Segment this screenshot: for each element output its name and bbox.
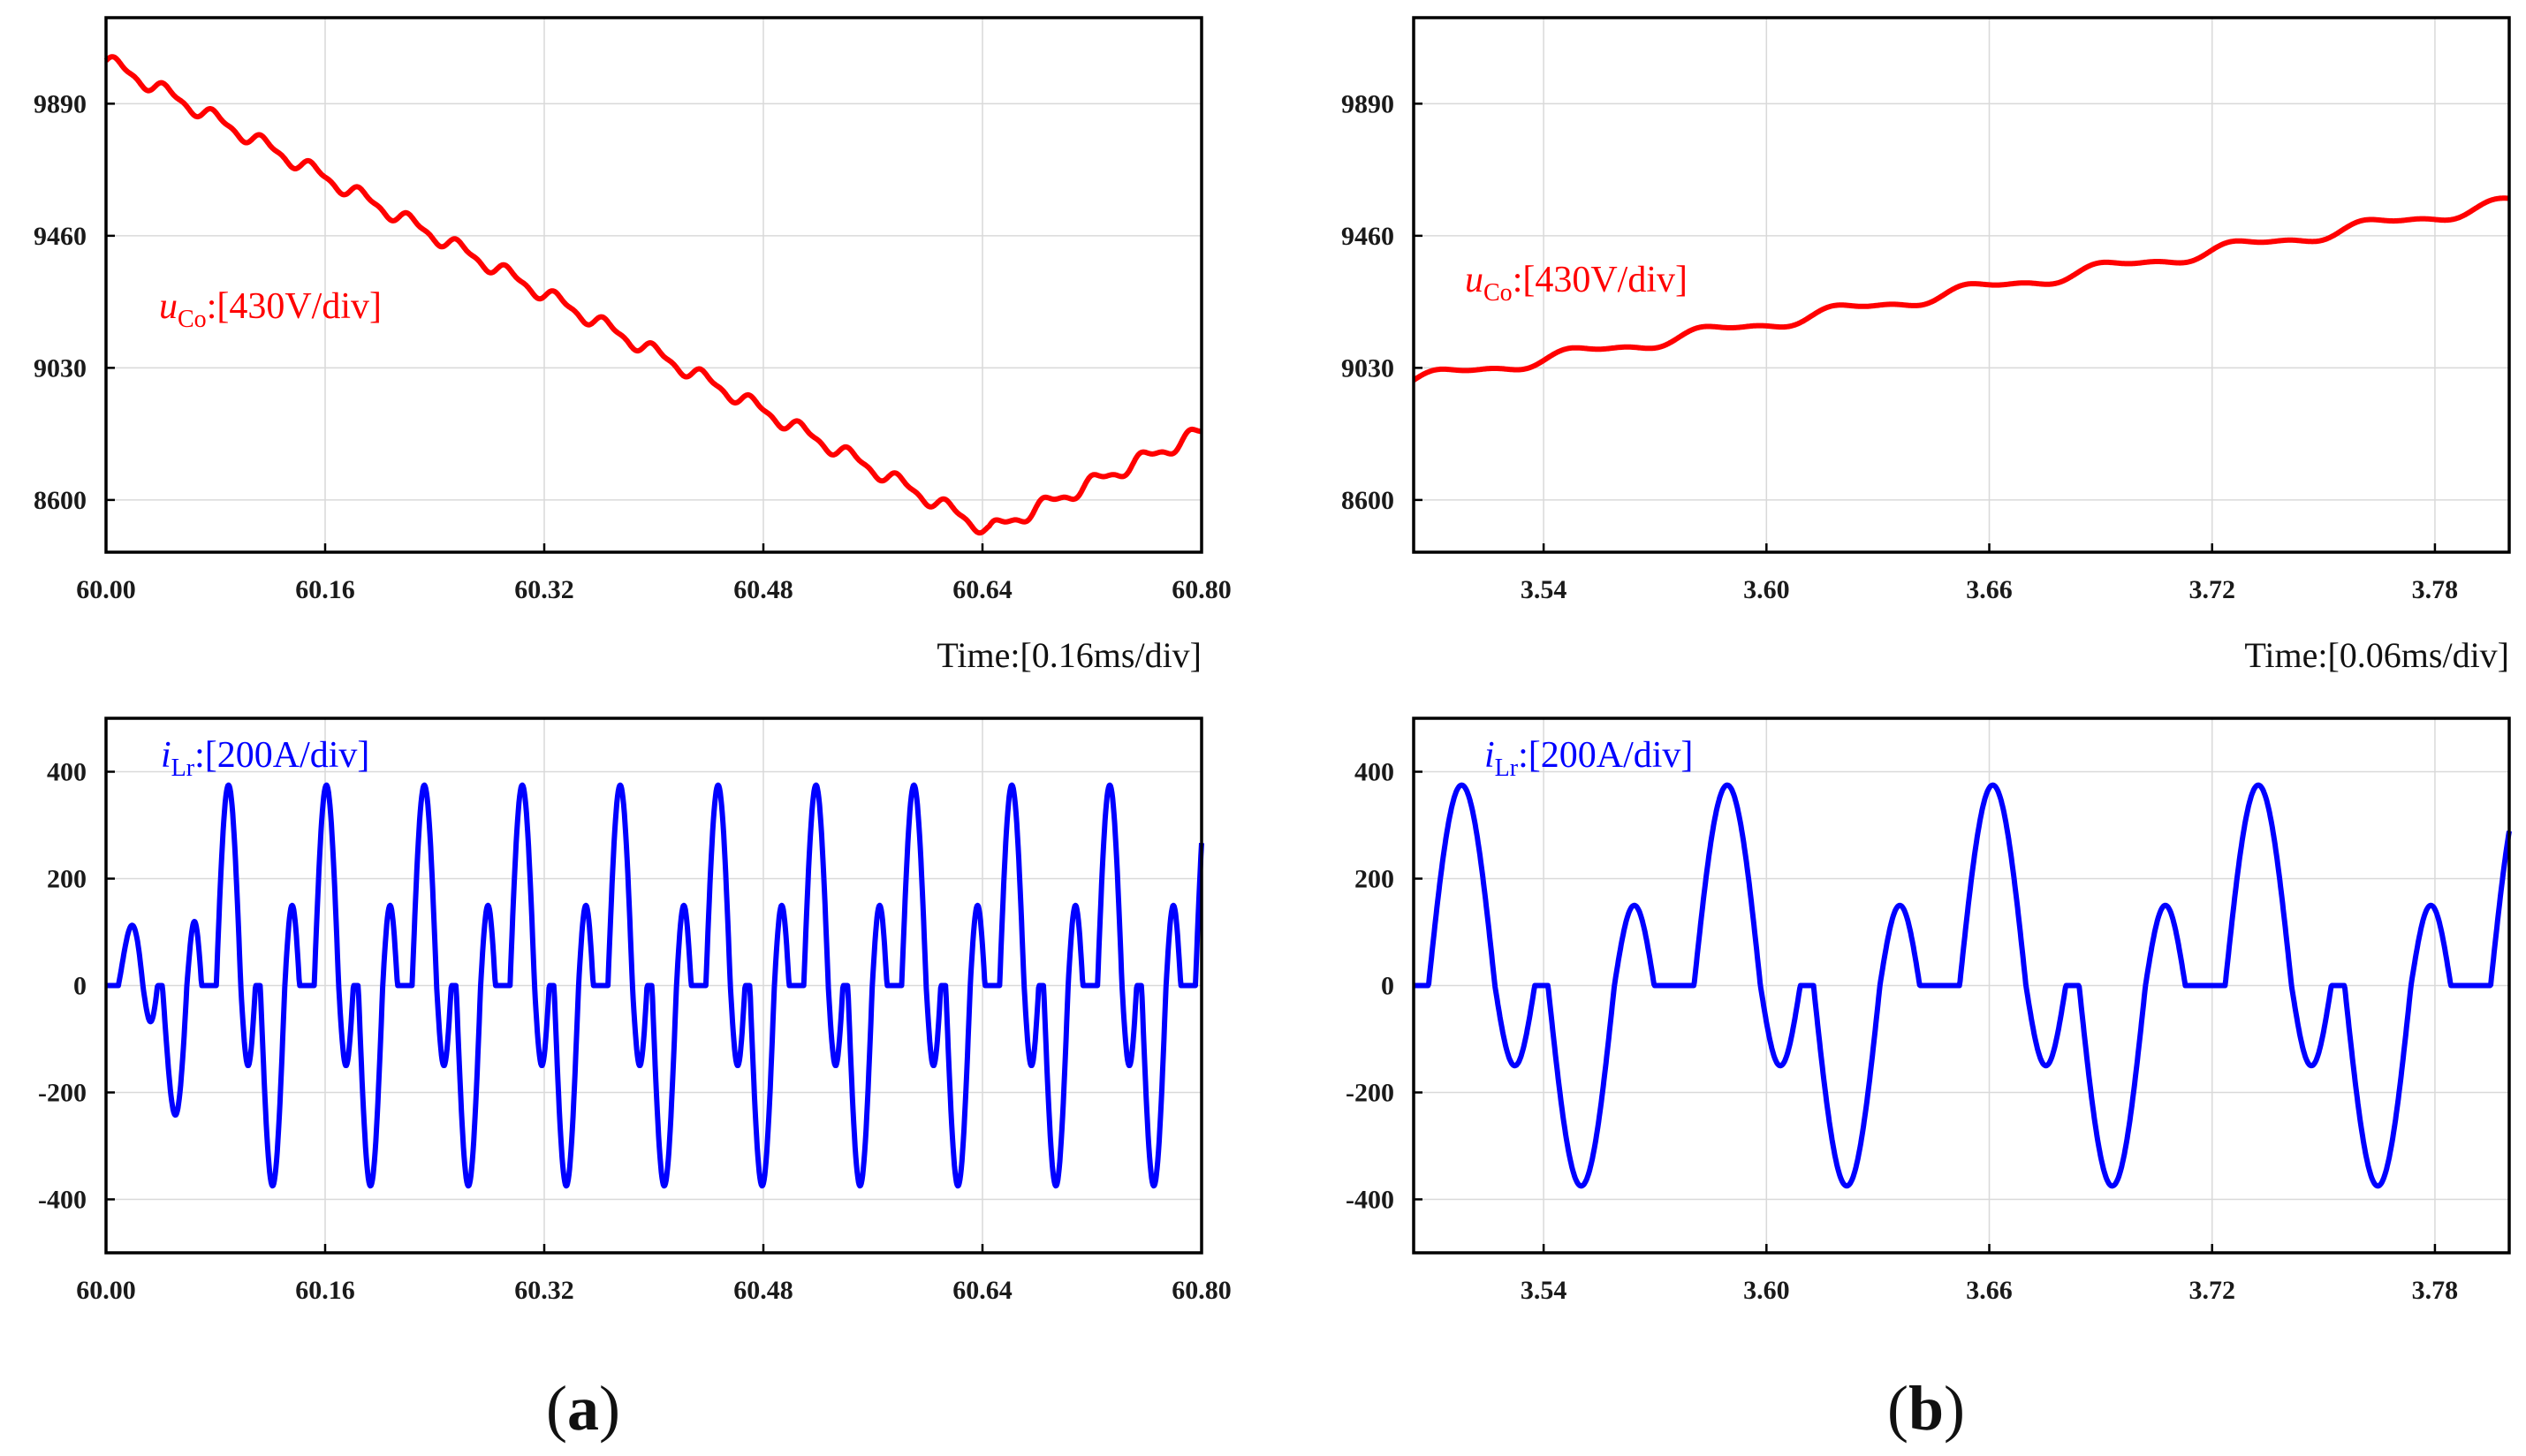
chart-a-top: 60.00 60.16 60.32 60.48 60.64 60.80 8600 9030 94…: [34, 16, 1232, 675]
y-tick-label: -400: [38, 1186, 87, 1215]
y-tick-label: 9030: [1341, 353, 1394, 383]
signal-label: iLr:[200A/div]: [1484, 735, 1693, 782]
chart-b-bottom: 3.54 3.60 3.66 3.72 3.78 -400 -200 0 200 400 iLr:[…: [1346, 717, 2512, 1305]
series-line-uCo: [103, 54, 1204, 536]
x-tick-label: 3.54: [1521, 1276, 1567, 1305]
signal-subscript: Lr: [171, 755, 195, 782]
x-axis-label: Time:[0.16ms/div]: [937, 635, 1202, 675]
x-tick-label: 60.16: [295, 575, 355, 604]
signal-subscript: Lr: [1495, 755, 1519, 782]
panel-b-letter: b: [1908, 1373, 1944, 1444]
x-tick-label: 60.64: [952, 575, 1013, 604]
x-tick-label: 60.80: [1172, 1276, 1232, 1305]
chart-a-bottom: 60.00 60.16 60.32 60.48 60.64 60.80 -400 -200 0 2…: [38, 717, 1232, 1305]
signal-scale: :[200A/div]: [194, 735, 369, 776]
y-tick-label: 200: [47, 865, 87, 894]
signal-subscript: Co: [1483, 279, 1513, 307]
grid: [106, 18, 1202, 552]
plot-frame: [1412, 717, 2511, 1255]
signal-label: iLr:[200A/div]: [161, 735, 369, 782]
signal-label: uCo:[430V/div]: [159, 286, 382, 333]
y-tick-label: 8600: [34, 486, 87, 515]
y-tick-label: -400: [1346, 1186, 1394, 1215]
x-tick-label: 60.48: [733, 575, 793, 604]
signal-scale: :[200A/div]: [1518, 735, 1693, 776]
y-tick-label: 400: [47, 758, 87, 787]
chart-b-top: 3.54 3.60 3.66 3.72 3.78 8600 9030 9460 9890 uCo:…: [1341, 16, 2512, 675]
x-tick-label: 3.54: [1521, 575, 1567, 604]
x-tick-label: 60.80: [1172, 575, 1232, 604]
y-tick-label: 9030: [34, 353, 87, 383]
x-axis-label: Time:[0.06ms/div]: [2244, 635, 2509, 675]
x-tick-label: 60.16: [295, 1276, 355, 1305]
signal-symbol: u: [159, 286, 178, 327]
y-tick-label: 9890: [1341, 89, 1394, 118]
x-tick-label: 60.64: [952, 1276, 1013, 1305]
series-line-uCo: [1411, 195, 2512, 383]
svg-text:(b): (b): [1887, 1373, 1965, 1444]
signal-label: uCo:[430V/div]: [1465, 260, 1688, 307]
signal-scale: :[430V/div]: [207, 286, 382, 327]
y-tick-label: 0: [1381, 972, 1394, 1001]
y-tick-label: -200: [38, 1079, 87, 1108]
x-tick-label: 3.60: [1743, 1276, 1790, 1305]
x-tick-label: 3.78: [2412, 1276, 2459, 1305]
panel-label-a: (a): [546, 1373, 620, 1444]
x-tick-label: 3.60: [1743, 575, 1790, 604]
panel-a-letter: a: [567, 1373, 599, 1444]
y-tick-label: 8600: [1341, 486, 1394, 515]
x-tick-label: 3.66: [1966, 575, 2013, 604]
plot-frame: [1412, 16, 2511, 554]
signal-subscript: Co: [178, 306, 207, 333]
y-tick-label: 9460: [34, 222, 87, 251]
signal-symbol: i: [1484, 735, 1495, 776]
x-tick-label: 60.32: [514, 575, 574, 604]
y-tick-label: 9890: [34, 89, 87, 118]
x-tick-label: 3.72: [2188, 575, 2235, 604]
y-tick-label: 200: [1354, 865, 1394, 894]
x-tick-label: 3.78: [2412, 575, 2459, 604]
series-line-iLr: [1411, 782, 2512, 1189]
series-line-iLr: [103, 782, 1204, 1189]
x-tick-label: 3.66: [1966, 1276, 2013, 1305]
signal-scale: :[430V/div]: [1513, 260, 1688, 300]
y-tick-label: 0: [73, 972, 87, 1001]
signal-symbol: u: [1465, 260, 1483, 300]
x-tick-label: 60.00: [76, 1276, 136, 1305]
charts-layer: 60.00 60.16 60.32 60.48 60.64 60.80 8600 9030 94…: [34, 16, 2512, 1305]
panel-label-b: (b): [1887, 1373, 1965, 1444]
x-tick-label: 60.00: [76, 575, 136, 604]
plot-frame: [104, 16, 1203, 554]
grid: [1414, 18, 2509, 552]
signal-symbol: i: [161, 735, 171, 776]
x-tick-label: 3.72: [2188, 1276, 2235, 1305]
y-tick-label: -200: [1346, 1079, 1394, 1108]
plot-frame: [104, 717, 1203, 1255]
x-tick-label: 60.48: [733, 1276, 793, 1305]
y-tick-label: 9460: [1341, 222, 1394, 251]
y-tick-label: 400: [1354, 758, 1394, 787]
x-tick-label: 60.32: [514, 1276, 574, 1305]
svg-text:(a): (a): [546, 1373, 620, 1444]
